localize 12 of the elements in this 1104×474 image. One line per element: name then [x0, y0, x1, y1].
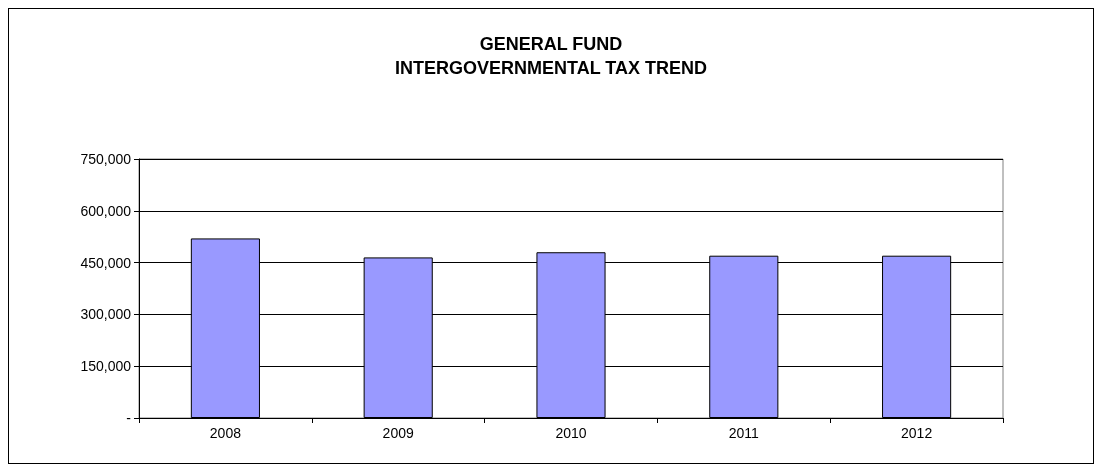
- x-tick-label: 2008: [209, 425, 242, 441]
- x-tick-label: 2012: [901, 425, 933, 441]
- y-tick-label: 450,000: [80, 254, 132, 271]
- y-tick-label: 150,000: [80, 358, 132, 375]
- chart-title: GENERAL FUND INTERGOVERNMENTAL TAX TREND: [394, 34, 708, 78]
- y-tick-label: 750,000: [80, 151, 132, 167]
- x-tick-label: 2010: [555, 425, 587, 441]
- y-tick-label: 300,000: [80, 306, 132, 323]
- x-tick-label: 2009: [382, 425, 414, 441]
- y-tick-label: 600,000: [80, 202, 132, 219]
- x-tick-label: 2011: [728, 425, 760, 441]
- y-tick-label: -: [126, 410, 132, 426]
